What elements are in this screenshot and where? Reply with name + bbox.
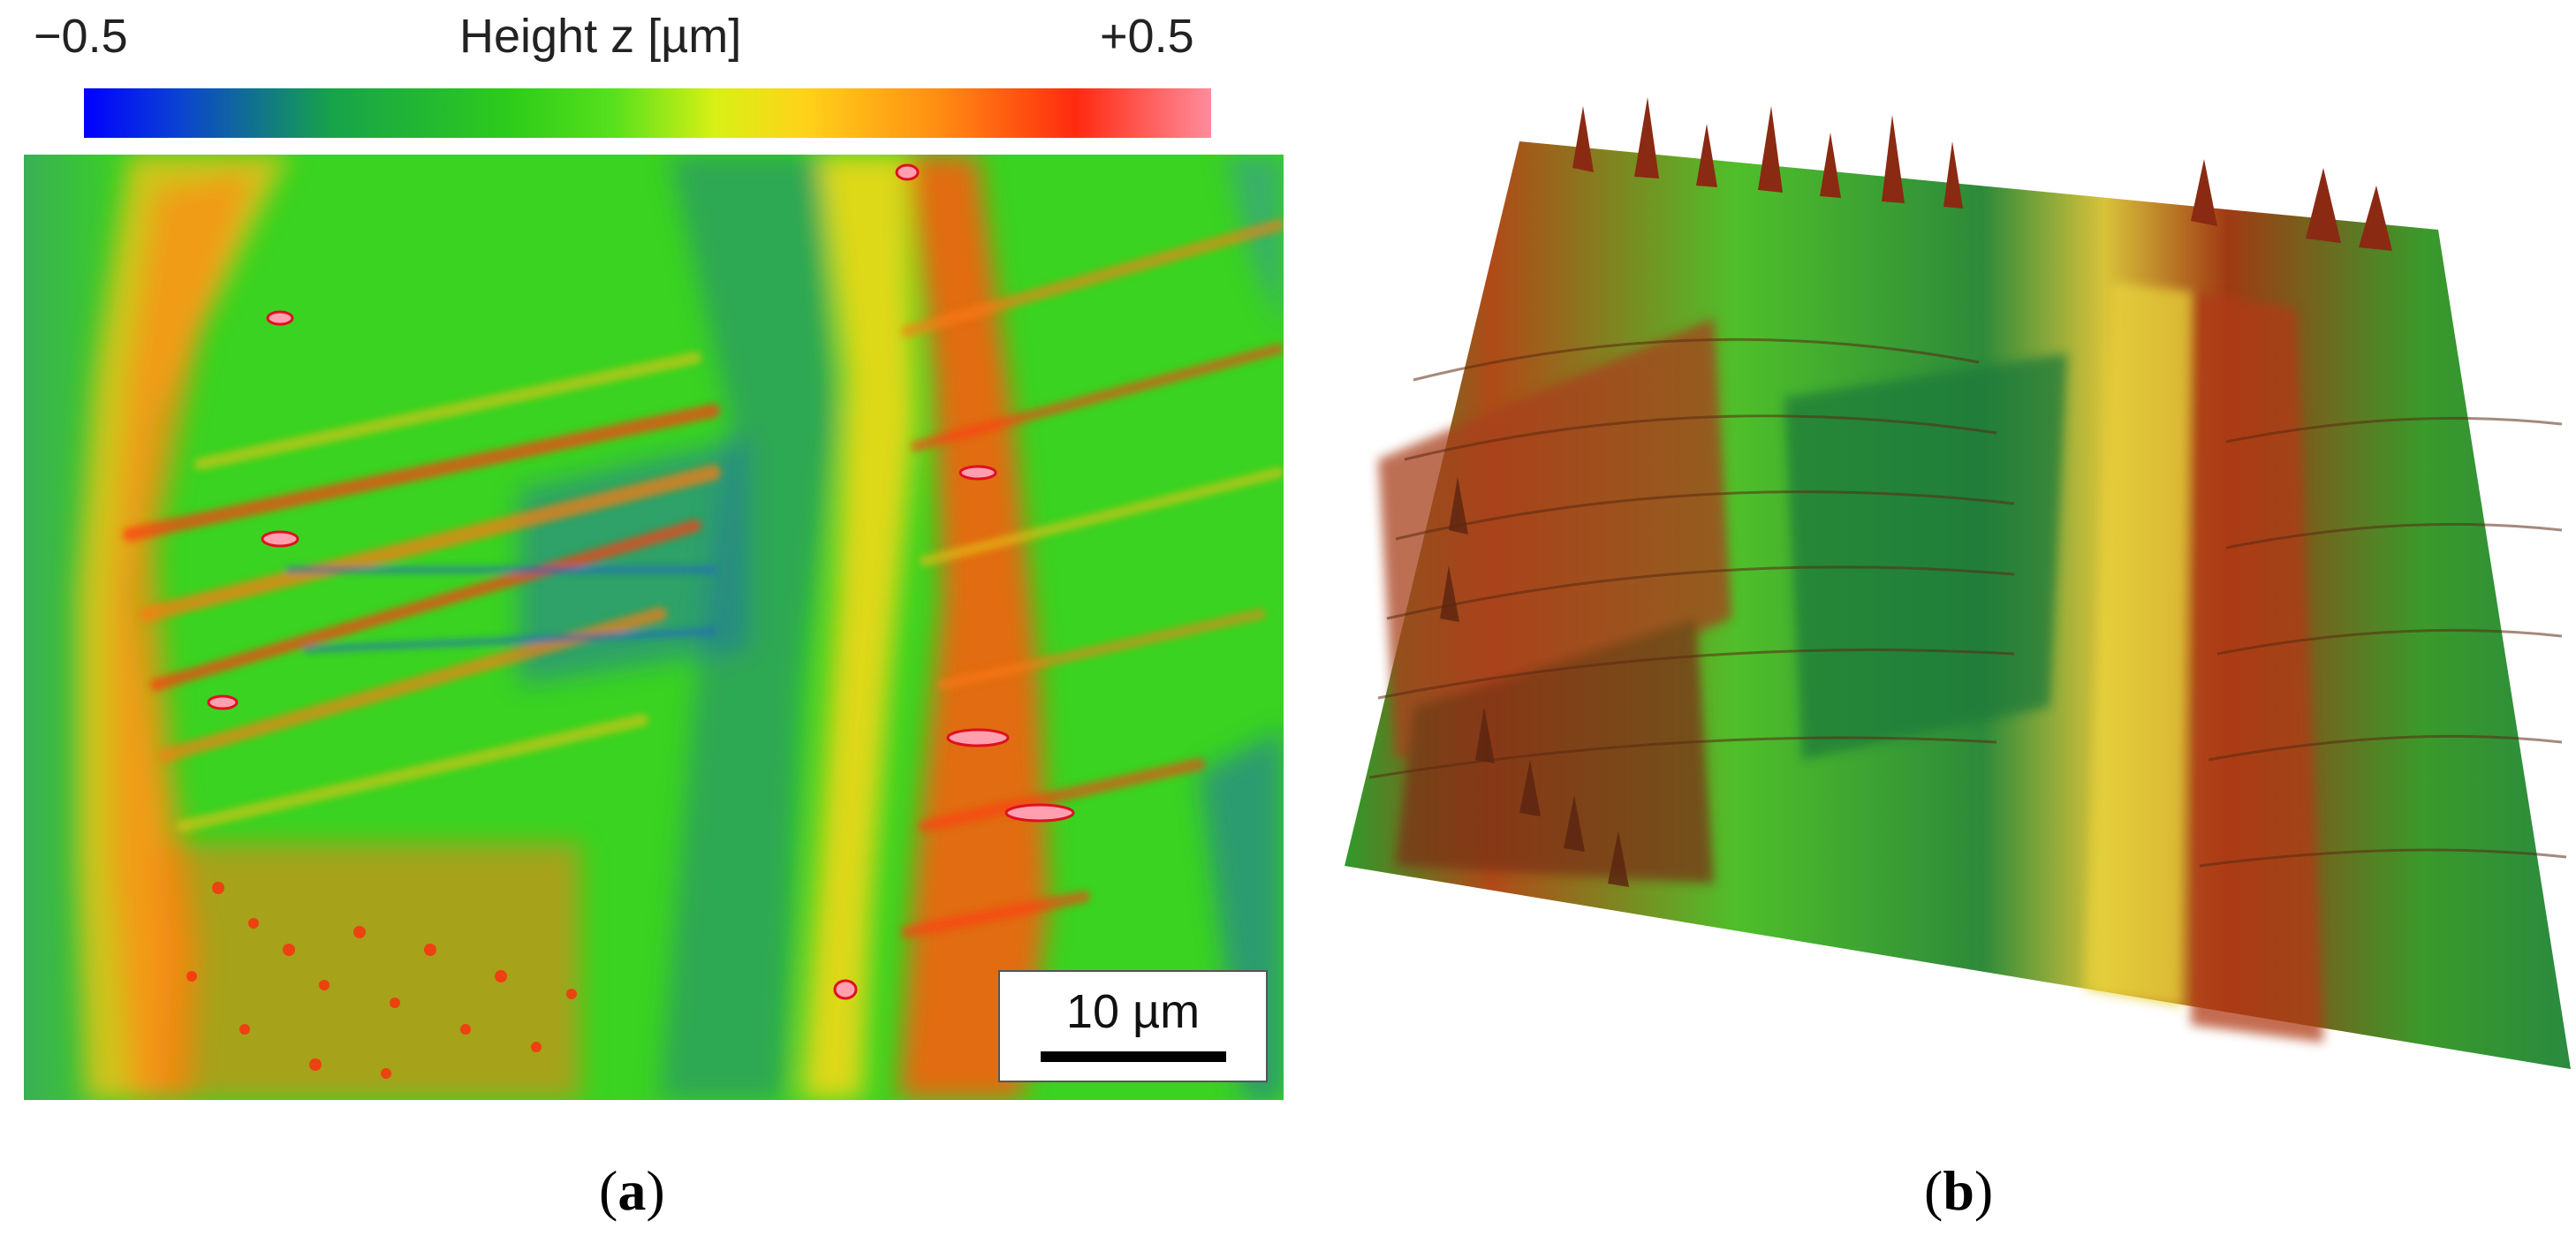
caption-b-close: ) <box>1974 1159 1994 1222</box>
surface-3d <box>1343 88 2576 1131</box>
caption-b-open: ( <box>1924 1159 1943 1222</box>
colorbar <box>84 88 1211 138</box>
colorbar-max-label: +0.5 <box>1100 10 1194 63</box>
colorbar-min-label: −0.5 <box>34 10 128 63</box>
caption-b: (b) <box>1924 1163 1993 1219</box>
colorbar-title: Height z [µm] <box>459 10 742 63</box>
caption-a: (a) <box>599 1163 665 1219</box>
surface-3d-image <box>1345 97 2571 1069</box>
scale-bar-line <box>1041 1051 1226 1062</box>
scale-bar-label: 10 µm <box>1065 985 1201 1038</box>
height-map-image <box>24 155 1284 1100</box>
caption-a-open: ( <box>599 1159 618 1222</box>
caption-a-close: ) <box>646 1159 665 1222</box>
scale-bar: 10 µm <box>998 970 1268 1082</box>
caption-a-letter: a <box>617 1159 647 1222</box>
height-map-2d: 10 µm <box>24 155 1284 1100</box>
caption-b-letter: b <box>1943 1159 1974 1222</box>
